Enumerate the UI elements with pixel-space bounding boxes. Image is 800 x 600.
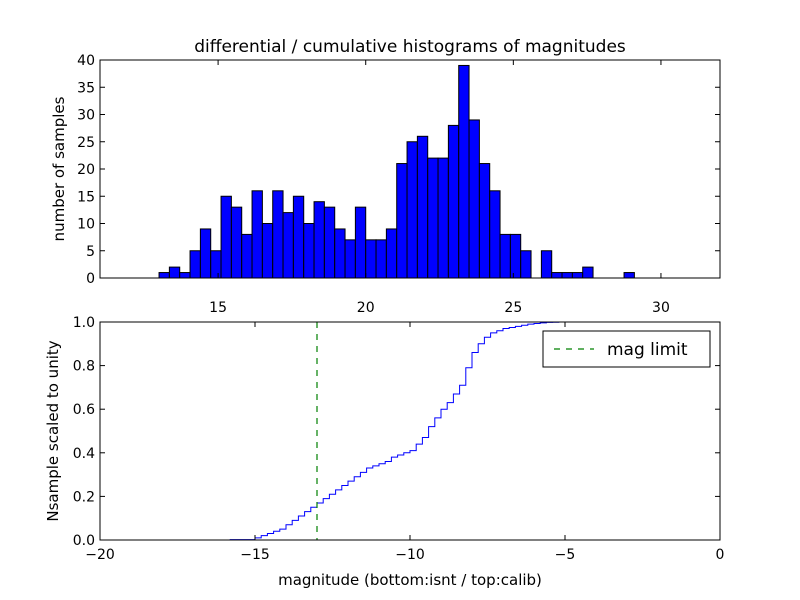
histogram-bar: [365, 239, 377, 279]
histogram-bar: [220, 195, 232, 279]
x-tick-label: −20: [85, 547, 115, 563]
histogram-chart: differential / cumulative histograms of …: [50, 37, 721, 316]
legend: mag limit: [542, 330, 711, 368]
y-tick-label: 20: [77, 162, 95, 178]
histogram-bar: [478, 163, 491, 279]
histogram-bar: [396, 163, 408, 279]
histogram-bar: [199, 228, 212, 279]
bottom-y-axis-label: Nsample scaled to unity: [44, 340, 62, 521]
cumulative-step-line: [100, 321, 721, 541]
histogram-bar: [189, 250, 201, 279]
x-tick-label: 20: [357, 300, 375, 316]
histogram-bar: [292, 195, 305, 279]
histogram-bar: [427, 157, 439, 279]
x-tick-label: −15: [240, 547, 270, 563]
histogram-bar: [509, 233, 522, 279]
histogram-bars: [158, 64, 635, 279]
bottom-x-axis-label: magnitude (bottom:isnt / top:calib): [278, 571, 542, 589]
histogram-bar: [416, 135, 429, 279]
top-y-axis-label: number of samples: [50, 96, 68, 241]
bottom-y-ticks: 0.0 0.2 0.4 0.6 0.8 1.0: [73, 315, 720, 549]
chart-title: differential / cumulative histograms of …: [194, 37, 626, 57]
histogram-bar: [313, 201, 325, 279]
histogram-bar: [582, 266, 594, 279]
x-tick-label: 15: [209, 300, 227, 316]
histogram-bar: [623, 272, 635, 279]
y-tick-label: 0.6: [73, 402, 95, 418]
cumulative-chart: 0.0 0.2 0.4 0.6 0.8 1.0 −20 −15 −10 −5 0 magnitud…: [44, 315, 724, 589]
x-tick-label: 30: [652, 300, 670, 316]
y-tick-label: 0.4: [73, 446, 95, 462]
histogram-bar: [561, 272, 573, 279]
histogram-bar: [354, 206, 367, 279]
histogram-bar: [375, 239, 387, 279]
y-tick-label: 10: [77, 217, 95, 233]
histogram-bar: [468, 119, 480, 279]
y-tick-label: 0.0: [73, 533, 95, 549]
legend-mag-limit-label: mag limit: [607, 340, 688, 360]
y-tick-label: 0: [86, 271, 95, 287]
y-tick-label: 40: [77, 53, 95, 69]
histogram-bar: [385, 228, 398, 279]
top-x-ticks: 15 20 25 30: [209, 60, 670, 316]
histogram-bar: [261, 223, 274, 279]
histogram-bar: [458, 64, 470, 279]
x-tick-label: 25: [504, 300, 522, 316]
histogram-bar: [334, 228, 346, 279]
y-tick-label: 25: [77, 135, 95, 151]
histogram-bar: [323, 206, 336, 279]
histogram-bar: [251, 190, 263, 279]
histogram-bar: [551, 272, 563, 279]
y-tick-label: 30: [77, 108, 95, 124]
top-y-ticks: 0 5 10 15 20 25 30 35 40: [77, 53, 720, 287]
y-tick-label: 5: [86, 244, 95, 260]
histogram-bar: [344, 239, 356, 279]
y-tick-label: 0.2: [73, 489, 95, 505]
histogram-bar: [272, 190, 284, 279]
y-tick-label: 15: [77, 189, 95, 205]
histogram-bar: [282, 212, 294, 279]
histogram-bar: [499, 233, 511, 279]
histogram-bar: [179, 272, 191, 279]
histogram-bar: [447, 124, 460, 279]
histogram-bar: [520, 250, 532, 279]
histogram-bar: [437, 157, 449, 279]
y-tick-label: 1.0: [73, 315, 95, 331]
histogram-bar: [168, 266, 181, 279]
histogram-bar: [303, 223, 315, 279]
histogram-bar: [230, 206, 243, 279]
y-tick-label: 0.8: [73, 359, 95, 375]
histogram-bar: [540, 250, 553, 279]
x-tick-label: −10: [395, 547, 425, 563]
histogram-bar: [571, 272, 584, 279]
histogram-bar: [210, 250, 222, 279]
x-tick-label: 0: [716, 547, 725, 563]
bottom-x-ticks: −20 −15 −10 −5 0: [85, 322, 724, 563]
histogram-bar: [406, 141, 418, 279]
histogram-bar: [489, 190, 501, 279]
histogram-bar: [158, 272, 170, 279]
x-tick-label: −5: [555, 547, 576, 563]
histogram-bar: [241, 233, 253, 279]
y-tick-label: 35: [77, 80, 95, 96]
